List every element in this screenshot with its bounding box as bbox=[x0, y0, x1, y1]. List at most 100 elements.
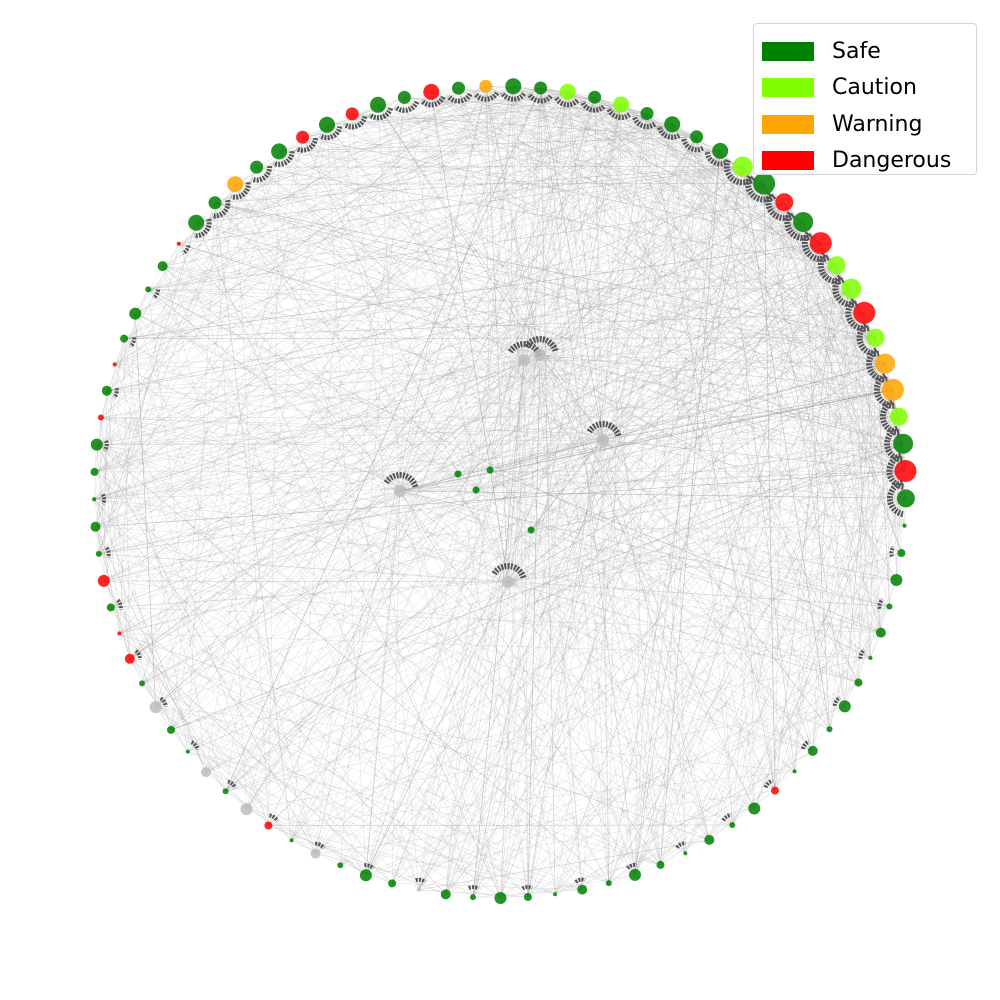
graph-node-safe bbox=[486, 466, 494, 474]
arrowhead-cluster bbox=[318, 125, 343, 141]
graph-node-safe bbox=[793, 212, 814, 232]
arrowhead-cluster bbox=[446, 92, 473, 104]
graph-node-safe bbox=[397, 90, 411, 104]
graph-node-unlabeled bbox=[149, 701, 162, 714]
graph-node-safe bbox=[838, 700, 851, 713]
legend-item-warning: Warning bbox=[762, 106, 968, 143]
arrowhead-cluster bbox=[269, 813, 280, 823]
graph-node-caution bbox=[559, 83, 576, 100]
arrowhead-cluster bbox=[877, 598, 885, 610]
graph-node-safe bbox=[289, 838, 294, 843]
graph-node-safe bbox=[208, 196, 222, 210]
legend-swatch bbox=[762, 41, 814, 61]
graph-node-unlabeled bbox=[502, 576, 514, 588]
arrowhead-cluster bbox=[817, 251, 845, 285]
graph-node-caution bbox=[732, 156, 753, 177]
graph-node-warning bbox=[479, 79, 493, 93]
arrowhead-cluster bbox=[103, 440, 109, 452]
graph-node-safe bbox=[470, 894, 476, 901]
graph-node-safe bbox=[92, 497, 97, 502]
graph-node-safe bbox=[120, 334, 129, 343]
graph-node-safe bbox=[188, 214, 205, 231]
arrowhead-cluster bbox=[681, 137, 704, 153]
arrowhead-cluster bbox=[873, 372, 895, 409]
arrowhead-cluster bbox=[675, 841, 686, 849]
arrowhead-cluster bbox=[295, 137, 319, 153]
arrowhead-cluster bbox=[230, 182, 251, 200]
legend: Safe Caution Warning Dangerous bbox=[753, 23, 977, 175]
graph-node-safe bbox=[101, 385, 112, 396]
arrowhead-cluster bbox=[190, 740, 200, 751]
graph-node-safe bbox=[90, 521, 101, 532]
graph-node-dangerous bbox=[771, 786, 779, 795]
arrowhead-cluster bbox=[499, 91, 527, 102]
graph-node-safe bbox=[452, 81, 465, 95]
arrowhead-cluster bbox=[765, 191, 796, 222]
arrowhead-cluster bbox=[745, 173, 777, 203]
arrowhead-cluster bbox=[343, 115, 368, 130]
arrowhead-cluster bbox=[152, 289, 161, 300]
arrowhead-cluster bbox=[315, 841, 326, 850]
graph-node-safe bbox=[90, 438, 103, 451]
arrowhead-cluster bbox=[227, 779, 237, 789]
arrowhead-cluster bbox=[866, 346, 888, 383]
graph-node-unlabeled bbox=[240, 803, 253, 816]
graph-node-safe bbox=[890, 574, 903, 586]
arrowhead-cluster bbox=[723, 157, 756, 186]
graph-node-dangerous bbox=[112, 362, 117, 367]
graph-node-unlabeled bbox=[534, 349, 546, 361]
graph-node-safe bbox=[157, 261, 168, 272]
graph-node-safe bbox=[826, 726, 833, 733]
arrowhead-cluster bbox=[721, 813, 732, 822]
graph-node-safe bbox=[440, 889, 451, 900]
graph-node-caution bbox=[613, 96, 630, 113]
graph-node-dangerous bbox=[345, 107, 359, 121]
graph-node-safe bbox=[319, 116, 335, 133]
arrowhead-cluster bbox=[801, 230, 830, 263]
arrowhead-cluster bbox=[211, 199, 231, 219]
arrowheads-layer bbox=[100, 91, 905, 891]
graph-node-safe bbox=[792, 769, 797, 774]
arrowhead-cluster bbox=[368, 107, 393, 121]
graph-node-safe bbox=[337, 862, 344, 869]
nodes-layer bbox=[90, 78, 917, 904]
legend-swatch bbox=[762, 151, 814, 171]
graph-node-safe bbox=[729, 822, 736, 828]
graph-node-safe bbox=[139, 680, 145, 687]
arrowhead-cluster bbox=[393, 100, 420, 113]
graph-node-dangerous bbox=[264, 821, 273, 830]
legend-item-safe: Safe bbox=[762, 33, 968, 70]
graph-node-safe bbox=[167, 725, 175, 734]
arrowhead-cluster bbox=[832, 695, 842, 707]
graph-node-safe bbox=[577, 884, 588, 895]
graph-node-safe bbox=[95, 550, 102, 557]
graph-node-dangerous bbox=[775, 193, 794, 212]
arrowhead-cluster bbox=[100, 493, 107, 505]
graph-node-unlabeled bbox=[310, 848, 321, 859]
graph-node-safe bbox=[683, 851, 688, 856]
arrowhead-cluster bbox=[784, 210, 814, 242]
graph-node-safe bbox=[712, 142, 729, 159]
arrowhead-cluster bbox=[800, 739, 811, 750]
arrowhead-cluster bbox=[159, 696, 168, 707]
graph-node-dangerous bbox=[809, 232, 832, 255]
arrowhead-cluster bbox=[626, 862, 637, 870]
arrowhead-cluster bbox=[606, 107, 632, 120]
arrowhead-cluster bbox=[631, 115, 657, 130]
graph-node-safe bbox=[523, 893, 532, 901]
graph-node-dangerous bbox=[853, 301, 876, 324]
graph-node-safe bbox=[222, 788, 229, 795]
arrowhead-cluster bbox=[886, 452, 905, 490]
graph-node-safe bbox=[656, 860, 665, 869]
graph-node-safe bbox=[690, 130, 704, 144]
legend-item-dangerous: Dangerous bbox=[762, 143, 968, 180]
graph-node-safe bbox=[454, 470, 462, 478]
arrowhead-cluster bbox=[415, 877, 427, 884]
arrowhead-cluster bbox=[383, 472, 419, 489]
graph-node-safe bbox=[534, 81, 548, 95]
graph-node-safe bbox=[527, 526, 535, 534]
graph-node-safe bbox=[875, 627, 886, 638]
arrowhead-cluster bbox=[832, 274, 858, 308]
graph-node-unlabeled bbox=[518, 354, 530, 366]
